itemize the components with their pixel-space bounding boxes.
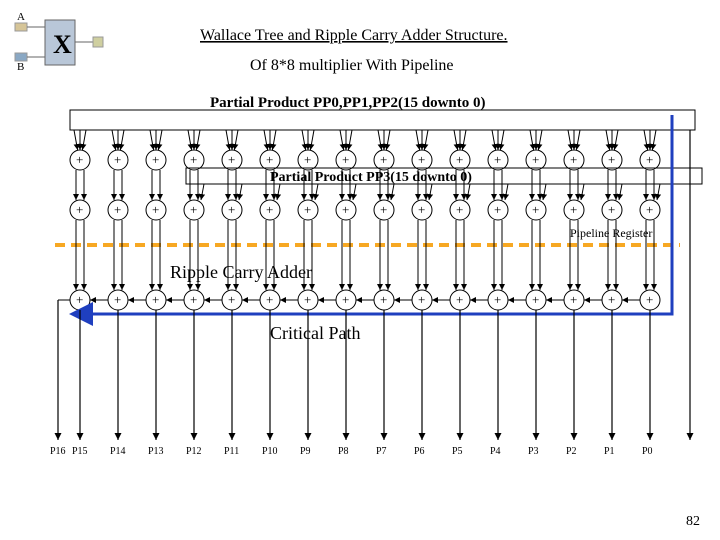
output-label: P6 <box>414 446 425 457</box>
svg-text:+: + <box>228 292 235 307</box>
svg-text:+: + <box>380 202 387 217</box>
pp-mid-label: Partial Product PP3(15 downto 0) <box>270 170 472 185</box>
svg-text:+: + <box>342 152 349 167</box>
page-number: 82 <box>686 514 700 530</box>
output-label: P2 <box>566 446 577 457</box>
svg-text:+: + <box>266 152 273 167</box>
svg-text:+: + <box>456 152 463 167</box>
svg-text:+: + <box>304 202 311 217</box>
svg-text:+: + <box>418 152 425 167</box>
pipeline-label: Pipeline Register <box>570 226 652 240</box>
output-label: P4 <box>490 446 501 457</box>
output-label: P13 <box>148 446 164 457</box>
title: Wallace Tree and Ripple Carry Adder Stru… <box>200 27 508 44</box>
svg-text:+: + <box>114 152 121 167</box>
svg-text:+: + <box>418 202 425 217</box>
svg-text:+: + <box>228 202 235 217</box>
svg-text:+: + <box>76 292 83 307</box>
output-label: P16 <box>50 446 66 457</box>
rca-label: Ripple Carry Adder <box>170 262 312 282</box>
svg-text:+: + <box>646 202 653 217</box>
output-label: P15 <box>72 446 88 457</box>
svg-text:+: + <box>380 152 387 167</box>
pp-top-box <box>70 110 695 130</box>
svg-text:+: + <box>76 152 83 167</box>
svg-text:+: + <box>494 292 501 307</box>
svg-text:+: + <box>532 152 539 167</box>
svg-text:+: + <box>456 292 463 307</box>
output-label: P1 <box>604 446 615 457</box>
svg-text:+: + <box>456 202 463 217</box>
output-label: P11 <box>224 446 239 457</box>
svg-text:B: B <box>17 61 24 73</box>
svg-text:+: + <box>646 152 653 167</box>
svg-text:+: + <box>304 152 311 167</box>
svg-text:+: + <box>266 292 273 307</box>
svg-text:+: + <box>608 152 615 167</box>
svg-text:+: + <box>190 152 197 167</box>
subtitle: Of 8*8 multiplier With Pipeline <box>250 57 453 74</box>
svg-text:+: + <box>532 202 539 217</box>
svg-text:+: + <box>190 292 197 307</box>
svg-text:+: + <box>532 292 539 307</box>
svg-text:+: + <box>494 202 501 217</box>
svg-text:+: + <box>76 202 83 217</box>
svg-text:+: + <box>342 202 349 217</box>
svg-text:+: + <box>570 292 577 307</box>
svg-text:+: + <box>380 292 387 307</box>
svg-text:+: + <box>494 152 501 167</box>
critical-label: Critical Path <box>270 323 360 343</box>
svg-text:+: + <box>570 202 577 217</box>
svg-text:+: + <box>646 292 653 307</box>
svg-text:+: + <box>342 292 349 307</box>
svg-text:+: + <box>190 202 197 217</box>
output-label: P9 <box>300 446 311 457</box>
output-label: P3 <box>528 446 539 457</box>
svg-text:+: + <box>304 292 311 307</box>
svg-text:X: X <box>53 30 72 59</box>
output-label: P8 <box>338 446 349 457</box>
svg-text:A: A <box>17 11 25 23</box>
svg-text:+: + <box>570 152 577 167</box>
svg-text:+: + <box>228 152 235 167</box>
svg-text:+: + <box>114 202 121 217</box>
output-label: P10 <box>262 446 278 457</box>
output-label: P7 <box>376 446 387 457</box>
output-label: P0 <box>642 446 653 457</box>
pp-top-label: Partial Product PP0,PP1,PP2(15 downto 0) <box>210 95 486 111</box>
svg-text:+: + <box>608 292 615 307</box>
svg-text:+: + <box>418 292 425 307</box>
svg-text:+: + <box>266 202 273 217</box>
svg-text:+: + <box>152 152 159 167</box>
svg-text:+: + <box>152 202 159 217</box>
svg-text:+: + <box>152 292 159 307</box>
svg-text:+: + <box>608 202 615 217</box>
output-label: P12 <box>186 446 202 457</box>
output-label: P14 <box>110 446 126 457</box>
svg-text:+: + <box>114 292 121 307</box>
output-label: P5 <box>452 446 463 457</box>
